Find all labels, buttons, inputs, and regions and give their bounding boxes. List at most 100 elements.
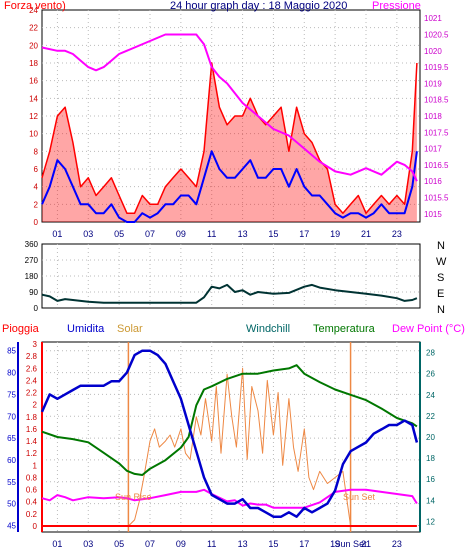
x-tick-label: 11	[207, 539, 216, 549]
rain-tick-label: 2.6	[26, 364, 38, 373]
temperature-tick-label: 28	[426, 349, 435, 358]
humidity-tick-label: 60	[7, 456, 16, 465]
humidity-tick-label: 45	[7, 521, 16, 530]
pressure-tick-label: 1019.5	[424, 63, 449, 72]
rain-tick-label: 3	[33, 340, 38, 349]
rain-tick-label: 2.8	[26, 352, 38, 361]
legend-temperature: Temperatura	[313, 323, 376, 335]
rain-tick-label: 1	[33, 461, 38, 470]
humidity-tick-label: 75	[7, 390, 16, 399]
x-tick-label: 21	[361, 229, 371, 239]
pressure-axis-title: Pressione	[372, 0, 421, 12]
x-tick-label: 13	[238, 229, 248, 239]
wind-tick-label: 2	[34, 200, 39, 209]
rain-tick-label: 2.2	[26, 389, 38, 398]
temperature-tick-label: 14	[426, 496, 435, 505]
x-tick-label: 21	[361, 539, 371, 549]
wind-tick-label: 10	[29, 130, 38, 139]
pressure-tick-label: 1020	[424, 47, 442, 56]
humidity-series	[40, 349, 419, 518]
wind-axis-title: Forza vento)	[4, 0, 66, 12]
x-tick-label: 07	[145, 229, 155, 239]
rain-tick-label: 0.6	[26, 486, 38, 495]
x-tick-label: 19	[330, 539, 340, 549]
wind-tick-label: 6	[34, 165, 39, 174]
gust-series	[41, 62, 418, 214]
humidity-tick-label: 55	[7, 478, 16, 487]
wind-tick-label: 24	[29, 6, 38, 15]
temperature-tick-label: 16	[426, 475, 435, 484]
humidity-tick-label: 70	[7, 412, 16, 421]
rain-tick-label: 0.8	[26, 473, 38, 482]
x-tick-label: 07	[145, 539, 155, 549]
temperature-tick-label: 24	[426, 391, 435, 400]
wind-tick-label: 16	[29, 77, 38, 86]
chart-title: 24 hour graph day : 18 Maggio 2020	[170, 0, 347, 12]
compass-n-top: N	[437, 240, 445, 252]
x-tick-label: 09	[176, 539, 186, 549]
x-tick-label: 23	[392, 229, 402, 239]
wind-average-series	[41, 150, 418, 223]
sunset-label: Sun Set	[343, 492, 376, 502]
wind-tick-label: 22	[29, 24, 38, 33]
temperature-tick-label: 26	[426, 370, 435, 379]
rain-tick-label: 1.8	[26, 413, 38, 422]
legend-windchill: Windchill	[246, 323, 290, 335]
x-tick-label: 15	[268, 539, 278, 549]
direction-tick-label: 90	[29, 288, 38, 297]
compass-w: W	[436, 256, 447, 268]
wind-tick-label: 18	[29, 59, 38, 68]
rain-tick-label: 1.2	[26, 449, 38, 458]
wind-tick-label: 0	[34, 218, 39, 227]
pressure-tick-label: 1020.5	[424, 30, 449, 39]
pressure-tick-label: 1017.5	[424, 128, 449, 137]
x-tick-label: 23	[392, 539, 402, 549]
axis-labels: 02468101214161820222410151015.510161016.…	[7, 6, 449, 549]
x-tick-label: 11	[207, 229, 216, 239]
pressure-tick-label: 1017	[424, 145, 442, 154]
pressure-tick-label: 1018.5	[424, 96, 449, 105]
x-tick-label: 17	[299, 539, 309, 549]
pressure-tick-label: 1018	[424, 112, 442, 121]
x-tick-label: 17	[299, 229, 309, 239]
temperature-tick-label: 18	[426, 454, 435, 463]
solar-series	[128, 367, 352, 527]
x-tick-label: 19	[330, 229, 340, 239]
temperature-tick-label: 22	[426, 412, 435, 421]
rain-tick-label: 1.6	[26, 425, 38, 434]
wind-tick-label: 14	[29, 94, 38, 103]
humidity-tick-label: 85	[7, 347, 16, 356]
humidity-tick-label: 80	[7, 369, 16, 378]
humidity-tick-label: 65	[7, 434, 16, 443]
rain-tick-label: 0	[33, 522, 38, 531]
direction-tick-label: 180	[25, 272, 39, 281]
temperature-series	[41, 364, 418, 476]
direction-tick-label: 360	[25, 240, 39, 249]
compass-n-bottom: N	[437, 304, 445, 316]
rain-tick-label: 0.2	[26, 510, 38, 519]
legend-solar: Solar	[117, 323, 143, 335]
x-tick-label: 05	[114, 539, 124, 549]
x-tick-label: 05	[114, 229, 124, 239]
pressure-tick-label: 1016.5	[424, 161, 449, 170]
x-tick-label: 01	[52, 229, 62, 239]
grid-lines	[42, 10, 420, 532]
compass-s: S	[437, 272, 444, 284]
rain-tick-label: 2.4	[26, 376, 38, 385]
wind-tick-label: 12	[29, 112, 38, 121]
sunrise-label: Sun Rise	[115, 492, 152, 502]
compass-e: E	[437, 288, 444, 300]
direction-series	[41, 283, 418, 304]
legend-rain: Pioggia	[2, 323, 40, 335]
pressure-series	[41, 33, 418, 182]
legend-humidity: Umidita	[67, 323, 105, 335]
gust-area	[42, 63, 417, 222]
pressure-tick-label: 1019	[424, 79, 442, 88]
direction-tick-label: 0	[34, 304, 39, 313]
x-tick-label: 09	[176, 229, 186, 239]
x-tick-label: 15	[268, 229, 278, 239]
rain-tick-label: 0.4	[26, 498, 38, 507]
temperature-tick-label: 20	[426, 433, 435, 442]
x-tick-label: 03	[83, 229, 93, 239]
